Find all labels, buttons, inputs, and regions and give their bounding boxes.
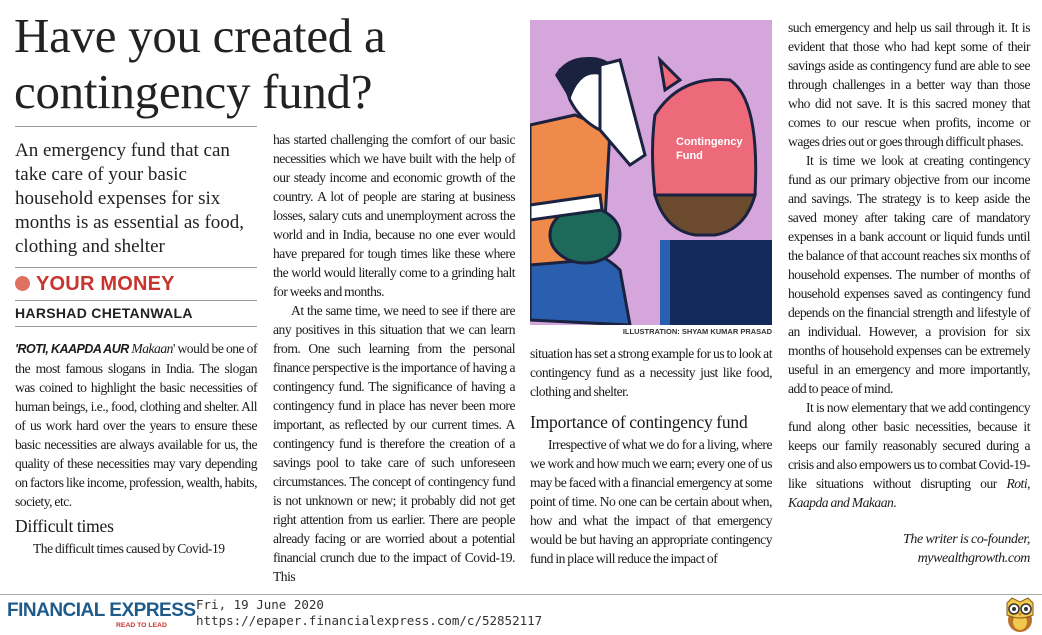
column-2: has started challenging the comfort of o… — [273, 130, 516, 586]
divider — [15, 300, 257, 301]
lead-italic: Makaan — [131, 341, 173, 356]
paragraph: Irrespective of what we do for a living,… — [530, 437, 773, 566]
column-3: situation has set a strong example for u… — [530, 344, 773, 568]
divider — [15, 267, 257, 268]
paragraph: It is time we look at creating contingen… — [788, 153, 1031, 396]
column-1: 'ROTI, KAAPDA AUR Makaan' would be one o… — [15, 339, 258, 558]
bullet-dot-icon — [15, 276, 30, 291]
paragraph: The difficult times caused by Covid-19 — [33, 541, 225, 556]
left-column-stack: An emergency fund that can take care of … — [15, 126, 258, 558]
financial-express-logo[interactable]: FINANCIAL EXPRESS — [7, 600, 196, 621]
illustration-credit: ILLUSTRATION: SHYAM KUMAR PRASAD — [622, 327, 772, 336]
author-note-line: The writer is co-founder, — [903, 532, 1030, 547]
section-text: YOUR MONEY — [36, 273, 175, 295]
italic-phrase: Roti, Kaapda and Makaan — [788, 476, 1031, 510]
paragraph: has started challenging the comfort of o… — [273, 132, 516, 299]
paragraph: situation has set a strong example for u… — [530, 346, 773, 399]
author-note: The writer is co-founder, mywealthgrowth… — [788, 530, 1030, 568]
illustration-label: Contingency — [676, 136, 743, 148]
headline: Have you created a contingency fund? — [14, 8, 386, 119]
paragraph: At the same time, we need to see if ther… — [273, 303, 516, 584]
epaper-link[interactable]: https://epaper.financialexpress.com/c/52… — [196, 613, 543, 628]
footer-meta: Fri, 19 June 2020 https://epaper.financi… — [196, 597, 542, 629]
illustration-label: Fund — [676, 150, 703, 162]
column-4: such emergency and help us sail through … — [788, 18, 1031, 568]
divider — [15, 326, 257, 327]
subhead: Difficult times — [15, 516, 114, 536]
byline: HARSHAD CHETANWALA — [15, 305, 193, 321]
section-label: YOUR MONEY — [15, 272, 257, 296]
publish-date: Fri, 19 June 2020 — [196, 597, 324, 612]
author-note-line: mywealthgrowth.com — [917, 551, 1031, 566]
paragraph: such emergency and help us sail through … — [788, 20, 1031, 149]
subhead: Importance of contingency fund — [530, 412, 748, 432]
punctuation: . — [893, 495, 897, 510]
lead-caps: 'ROTI, KAAPDA AUR — [15, 342, 132, 356]
illustration: Contingency Fund — [530, 20, 772, 325]
paragraph: ' would be one of the most famous slogan… — [15, 341, 258, 509]
paragraph: It is now elementary that we add conting… — [788, 400, 1031, 491]
footer: FINANCIAL EXPRESS READ TO LEAD Fri, 19 J… — [0, 594, 1042, 635]
logo-tagline: READ TO LEAD — [116, 622, 167, 629]
owl-icon[interactable] — [1003, 595, 1037, 633]
standfirst: An emergency fund that can take care of … — [15, 140, 245, 257]
divider — [15, 126, 257, 127]
